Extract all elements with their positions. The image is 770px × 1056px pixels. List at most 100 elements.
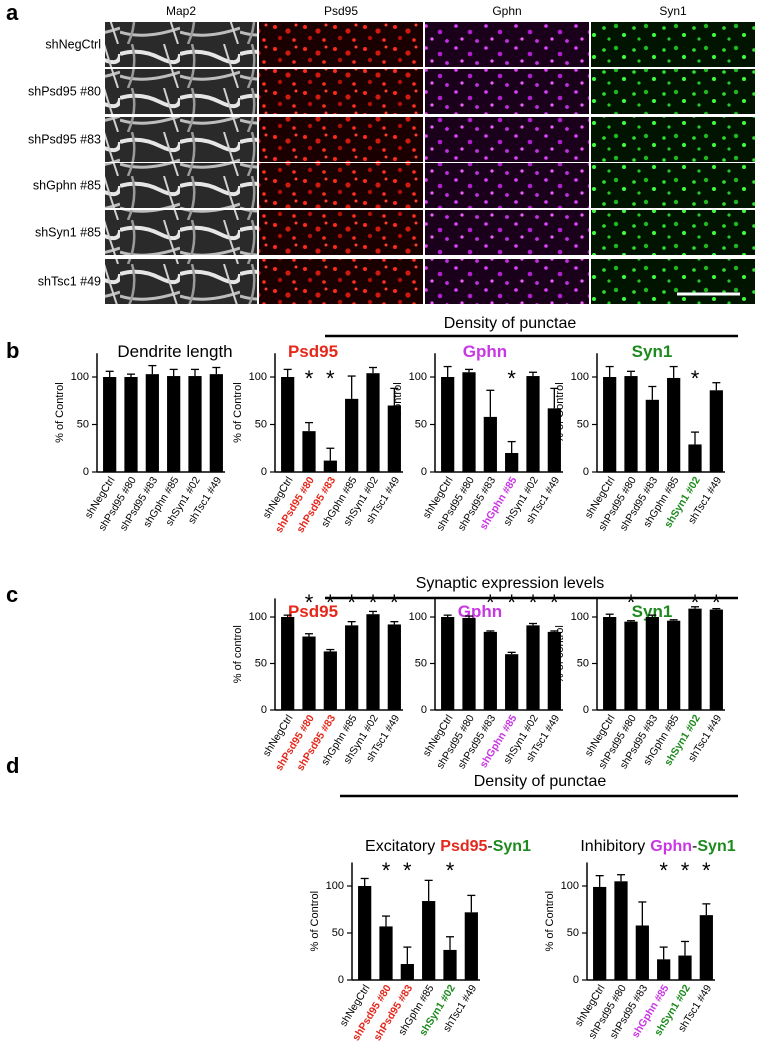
bar — [379, 926, 393, 980]
y-tick-label: 0 — [83, 466, 89, 478]
bar — [614, 881, 628, 980]
significance-mark: * — [529, 590, 538, 615]
y-tick-label: 100 — [249, 611, 267, 623]
micrograph — [425, 259, 589, 304]
bar — [505, 654, 519, 710]
y-tick-label: 0 — [573, 974, 579, 986]
title-part: Excitatory — [365, 838, 435, 855]
significance-mark: * — [486, 590, 495, 615]
y-tick-label: 100 — [326, 880, 344, 892]
channel-label: Syn1 — [659, 4, 687, 18]
significance-mark: * — [347, 590, 356, 615]
bar — [281, 617, 295, 710]
chart-title: Inhibitory Gphn-Syn1 — [580, 838, 735, 855]
section-header: Density of punctae — [474, 773, 607, 790]
significance-mark: * — [305, 590, 314, 615]
channel-label: Map2 — [166, 4, 196, 18]
bar — [323, 651, 337, 710]
y-axis-label: % of Control — [544, 891, 556, 952]
bar — [441, 377, 455, 472]
row-label: shGphn #85 — [33, 179, 101, 193]
y-tick-label: 0 — [261, 466, 267, 478]
micrograph — [259, 117, 423, 162]
micrograph — [105, 69, 257, 114]
title-part: Gphn — [650, 838, 692, 855]
significance-mark: * — [305, 366, 314, 391]
chart-title: Syn1 — [632, 602, 673, 621]
bar — [547, 631, 561, 710]
bar — [603, 377, 617, 472]
y-tick-label: 50 — [255, 418, 267, 430]
bar — [635, 925, 649, 980]
section-header: Density of punctae — [444, 315, 577, 332]
row-label: shPsd95 #83 — [28, 133, 101, 147]
bar — [462, 372, 476, 472]
micrograph — [259, 210, 423, 255]
micrograph — [105, 22, 257, 67]
micrograph — [259, 69, 423, 114]
bar — [387, 405, 401, 472]
channel-label: Gphn — [492, 4, 521, 18]
y-axis-label: % of control — [392, 625, 404, 683]
y-tick-label: 0 — [583, 704, 589, 716]
y-axis-label: % of Control — [54, 382, 66, 443]
bar — [145, 374, 159, 472]
significance-mark: * — [659, 858, 668, 883]
title-part: Syn1 — [493, 838, 531, 855]
micrograph — [105, 259, 257, 304]
bar — [678, 955, 692, 980]
bar — [281, 377, 295, 472]
bar — [400, 964, 414, 980]
y-tick-label: 0 — [338, 974, 344, 986]
micrograph — [591, 210, 755, 255]
micrograph — [425, 163, 589, 208]
title-part: Inhibitory — [580, 838, 645, 855]
y-tick-label: 0 — [421, 466, 427, 478]
micrograph — [591, 69, 755, 114]
bar — [624, 621, 638, 710]
y-axis-label: % of Control — [392, 382, 404, 443]
chart-title: Gphn — [463, 342, 507, 361]
micrograph — [425, 210, 589, 255]
row-label: shSyn1 #85 — [35, 226, 101, 240]
significance-mark: * — [712, 590, 721, 615]
significance-mark: * — [702, 858, 711, 883]
bar — [209, 374, 223, 472]
micrograph — [259, 163, 423, 208]
bar — [657, 959, 671, 980]
bar — [645, 399, 659, 472]
significance-mark: * — [627, 590, 636, 615]
micrograph — [591, 163, 755, 208]
significance-mark: * — [369, 590, 378, 615]
significance-mark: * — [382, 858, 391, 883]
title-part: Psd95 — [440, 838, 487, 855]
bar — [441, 617, 455, 710]
y-tick-label: 50 — [255, 657, 267, 669]
bar — [483, 416, 497, 472]
significance-mark: * — [550, 590, 559, 615]
y-tick-label: 100 — [409, 611, 427, 623]
bar — [302, 636, 316, 710]
bar — [688, 444, 702, 472]
title-part: Syn1 — [697, 838, 735, 855]
y-tick-label: 100 — [571, 371, 589, 383]
bar — [483, 631, 497, 710]
chart-title: Psd95 — [288, 342, 338, 361]
bar — [387, 624, 401, 710]
bar — [667, 377, 681, 472]
y-tick-label: 0 — [583, 466, 589, 478]
micrograph — [105, 210, 257, 255]
bar — [464, 912, 478, 980]
bar — [302, 431, 316, 472]
micrograph — [591, 22, 755, 67]
bar — [366, 614, 380, 710]
panel-label: c — [6, 582, 18, 607]
bar — [188, 376, 202, 472]
y-tick-label: 50 — [577, 657, 589, 669]
